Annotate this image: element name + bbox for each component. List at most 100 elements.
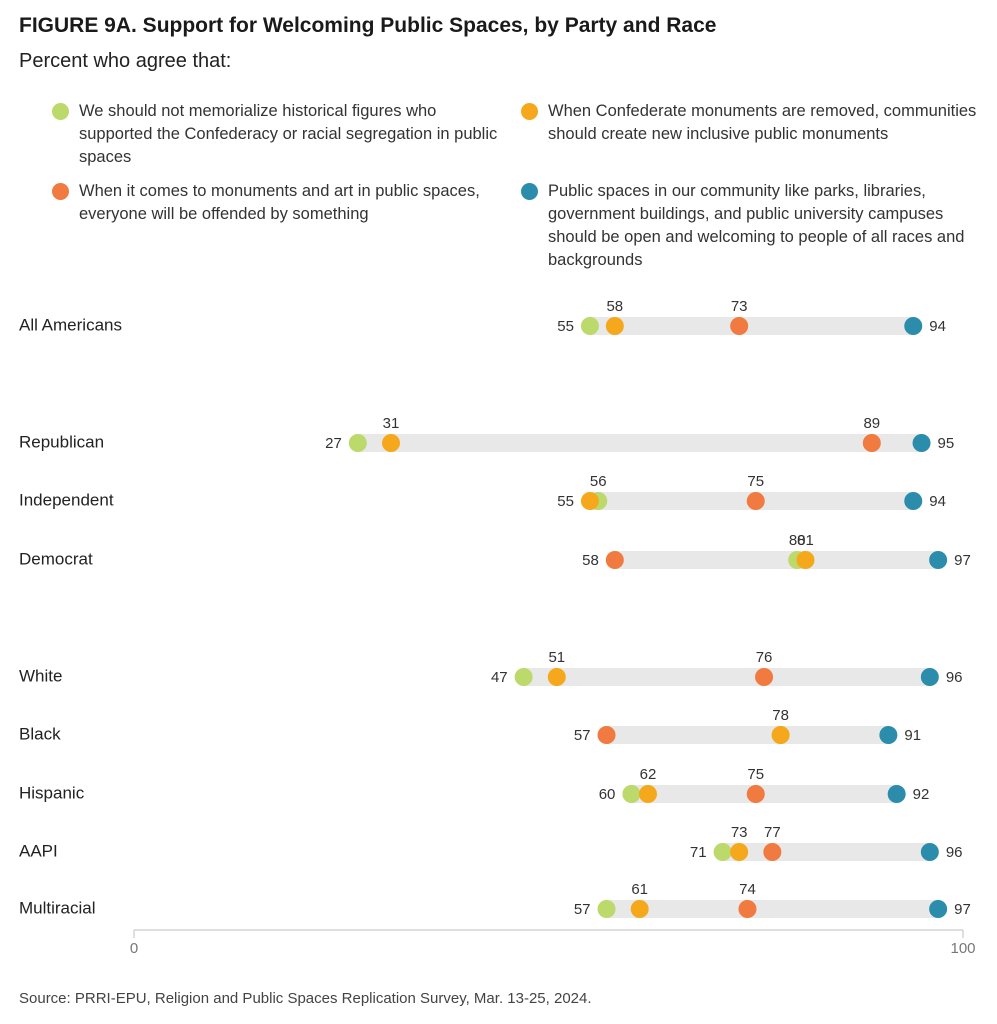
data-label: 31 [383, 415, 400, 432]
legend-dot-blue [521, 183, 538, 200]
row-label: Democrat [19, 549, 93, 568]
range-bar [614, 551, 939, 569]
data-label: 95 [938, 435, 955, 452]
data-label: 57 [574, 901, 591, 918]
legend-item-new-monuments: When Confederate monuments are removed, … [521, 100, 978, 146]
data-label: 92 [913, 786, 930, 803]
row-label: All Americans [19, 315, 122, 334]
data-label: 27 [325, 435, 342, 452]
data-label: 57 [574, 727, 591, 744]
data-label: 73 [731, 298, 748, 315]
data-label: 75 [747, 473, 764, 490]
legend-item-welcoming: Public spaces in our community like park… [521, 180, 968, 272]
data-label: 73 [731, 824, 748, 841]
data-label: 71 [690, 844, 707, 861]
range-bar [523, 668, 930, 686]
legend-label: When Confederate monuments are removed, … [548, 102, 977, 143]
data-point [862, 434, 881, 452]
data-point [920, 843, 939, 861]
row-label: Republican [19, 432, 104, 451]
data-point [605, 317, 624, 335]
legend-dot-yellow [521, 103, 538, 120]
data-label: 89 [863, 415, 880, 432]
legend-label: We should not memorialize historical fig… [79, 102, 498, 166]
chart-title: FIGURE 9A. Support for Welcoming Public … [19, 14, 717, 37]
data-label: 56 [590, 473, 607, 490]
data-label: 55 [557, 318, 574, 335]
range-bar [606, 726, 889, 744]
row-label: Multiracial [19, 898, 96, 917]
data-point [755, 668, 774, 686]
data-label: 97 [954, 552, 971, 569]
data-point [887, 785, 906, 803]
data-label: 81 [797, 532, 814, 549]
data-label: 61 [631, 881, 648, 898]
data-label: 51 [548, 649, 565, 666]
data-point [381, 434, 400, 452]
row-label: Hispanic [19, 783, 85, 802]
data-point [929, 551, 948, 569]
data-point [920, 668, 939, 686]
data-point [605, 551, 624, 569]
data-label: 78 [772, 707, 789, 724]
data-label: 94 [929, 318, 946, 335]
data-label: 75 [747, 766, 764, 783]
legend-dot-orange [52, 183, 69, 200]
data-point [547, 668, 566, 686]
data-label: 58 [582, 552, 599, 569]
source-note: Source: PRRI-EPU, Religion and Public Sp… [19, 990, 592, 1007]
data-point [638, 785, 657, 803]
data-point [597, 726, 616, 744]
data-point [796, 551, 815, 569]
legend-label: When it comes to monuments and art in pu… [79, 182, 480, 223]
data-label: 80 [789, 532, 806, 549]
data-label: 55 [557, 493, 574, 510]
data-point [929, 900, 948, 918]
legend-item-no-memorialize: We should not memorialize historical fig… [52, 100, 509, 169]
range-bar [589, 317, 914, 335]
data-point [746, 785, 765, 803]
x-tick-label: 0 [130, 940, 138, 957]
data-point [904, 317, 923, 335]
data-point [730, 317, 749, 335]
data-point [622, 785, 641, 803]
data-label: 96 [946, 669, 963, 686]
data-label: 97 [954, 901, 971, 918]
data-point [879, 726, 898, 744]
legend-item-offended: When it comes to monuments and art in pu… [52, 180, 509, 226]
data-label: 94 [929, 493, 946, 510]
chart-subtitle: Percent who agree that: [19, 50, 232, 72]
data-label: 74 [739, 881, 756, 898]
data-point [912, 434, 931, 452]
range-bar [357, 434, 922, 452]
data-label: 91 [904, 727, 921, 744]
row-label: Black [19, 724, 61, 743]
data-point [348, 434, 367, 452]
data-point [771, 726, 790, 744]
row-label: White [19, 666, 62, 685]
data-point [730, 843, 749, 861]
data-label: 58 [606, 298, 623, 315]
data-point [597, 900, 616, 918]
data-label: 76 [756, 649, 773, 666]
range-bar [722, 843, 930, 861]
data-point [580, 317, 599, 335]
x-tick-label: 100 [950, 940, 975, 957]
data-point [630, 900, 649, 918]
range-bar [606, 900, 939, 918]
dot-range-chart: 0 100 All Americans 55 58 73 94 Republican 27 31 8… [19, 298, 976, 957]
data-point [904, 492, 923, 510]
data-point [746, 492, 765, 510]
data-point [580, 492, 599, 510]
data-point [514, 668, 533, 686]
data-point [763, 843, 782, 861]
data-label: 62 [640, 766, 657, 783]
data-label: 77 [764, 824, 781, 841]
data-label: 60 [599, 786, 616, 803]
legend-label: Public spaces in our community like park… [548, 182, 965, 269]
row-label: Independent [19, 490, 114, 509]
data-label: 96 [946, 844, 963, 861]
data-label: 47 [491, 669, 508, 686]
row-label: AAPI [19, 841, 58, 860]
data-point [738, 900, 757, 918]
